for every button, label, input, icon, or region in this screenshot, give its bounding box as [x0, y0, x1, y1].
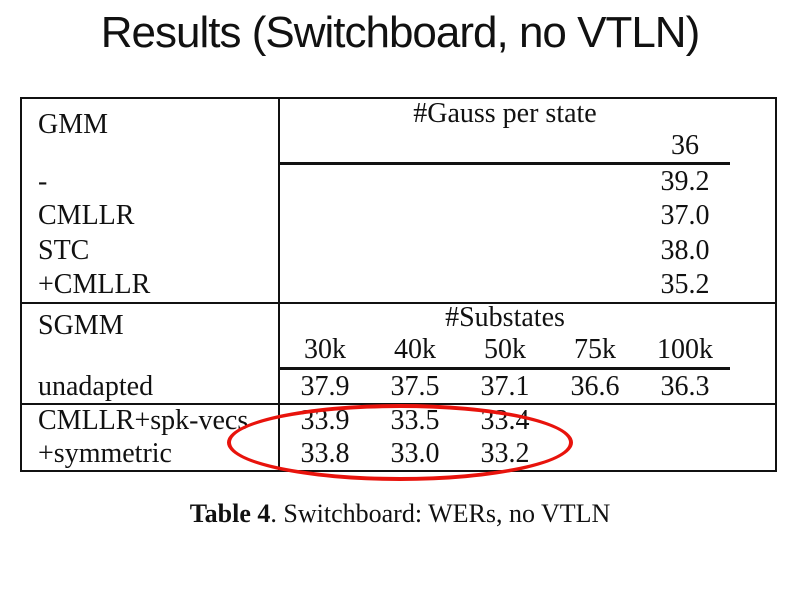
gauss-col-header-row: 36 [280, 129, 730, 162]
table-caption: Table 4. Switchboard: WERs, no VTLN [0, 499, 800, 529]
substates-header-block: #Substates 30k 40k 50k 75k 100k [280, 304, 730, 370]
table-row: 33.9 33.5 33.4 [280, 405, 730, 438]
table-row: 39.2 [280, 165, 730, 199]
col-header: 75k [574, 333, 616, 365]
substates-col-header-row: 30k 40k 50k 75k 100k [280, 332, 730, 367]
table-row: 33.8 33.0 33.2 [280, 438, 730, 471]
table-row: 35.2 [280, 268, 730, 302]
results-table: GMM - CMLLR STC +CMLLR #Gauss per state … [20, 97, 777, 472]
row-label: +CMLLR [38, 268, 151, 300]
table-row: 37.9 37.5 37.1 36.6 36.3 [280, 370, 730, 403]
caption-label: Table 4 [189, 499, 271, 528]
col-header: 40k [394, 333, 436, 365]
col-header: 30k [304, 333, 346, 365]
table-row: 37.0 [280, 199, 730, 233]
wer-value: 33.8 [300, 437, 350, 469]
wer-value: 38.0 [660, 234, 710, 266]
gauss-per-state-header: #Gauss per state [413, 98, 597, 129]
gauss-header-block: #Gauss per state 36 [280, 99, 730, 165]
row-label: STC [38, 234, 90, 266]
wer-value: 37.0 [660, 200, 710, 232]
wer-value: 33.2 [480, 437, 530, 469]
row-label: unadapted [38, 370, 154, 402]
gmm-labels-column: GMM - CMLLR STC +CMLLR [22, 99, 280, 302]
wer-value: 37.1 [480, 370, 530, 402]
caption-text: . Switchboard: WERs, no VTLN [270, 499, 611, 528]
gmm-value-rows: 39.2 37.0 38.0 35.2 [280, 165, 730, 302]
substates-header: #Substates [445, 302, 565, 333]
wer-value: 33.0 [390, 437, 440, 469]
adapted-data-column: 33.9 33.5 33.4 33.8 33.0 33.2 [280, 405, 775, 470]
row-label: CMLLR [38, 200, 135, 232]
wer-value: 33.4 [480, 405, 530, 437]
slide-title: Results (Switchboard, no VTLN) [100, 8, 700, 57]
gauss-col-header: 36 [671, 129, 699, 161]
wer-value: 39.2 [660, 166, 710, 198]
gmm-model-label: GMM [38, 109, 109, 140]
wer-value: 35.2 [660, 268, 710, 300]
row-label: CMLLR+spk-vecs [38, 405, 249, 437]
wer-value: 36.6 [570, 370, 620, 402]
sgmm-data-column: #Substates 30k 40k 50k 75k 100k 37.9 37.… [280, 304, 775, 403]
wer-value: 36.3 [660, 370, 710, 402]
row-label: +symmetric [38, 437, 172, 469]
sgmm-model-label: SGMM [38, 310, 124, 341]
col-header: 100k [657, 333, 713, 365]
wer-value: 37.5 [390, 370, 440, 402]
col-header: 50k [484, 333, 526, 365]
adapted-section: CMLLR+spk-vecs +symmetric 33.9 33.5 33.4… [22, 405, 775, 470]
gmm-section: GMM - CMLLR STC +CMLLR #Gauss per state … [22, 99, 775, 304]
sgmm-labels-column: SGMM unadapted [22, 304, 280, 403]
table-row: 38.0 [280, 234, 730, 268]
wer-value: 33.9 [300, 405, 350, 437]
adapted-labels-column: CMLLR+spk-vecs +symmetric [22, 405, 280, 470]
wer-value: 37.9 [300, 370, 350, 402]
gmm-data-column: #Gauss per state 36 39.2 [280, 99, 775, 302]
row-label: - [38, 166, 48, 198]
wer-value: 33.5 [390, 405, 440, 437]
sgmm-section: SGMM unadapted #Substates 30k 40k 50k 75… [22, 304, 775, 405]
